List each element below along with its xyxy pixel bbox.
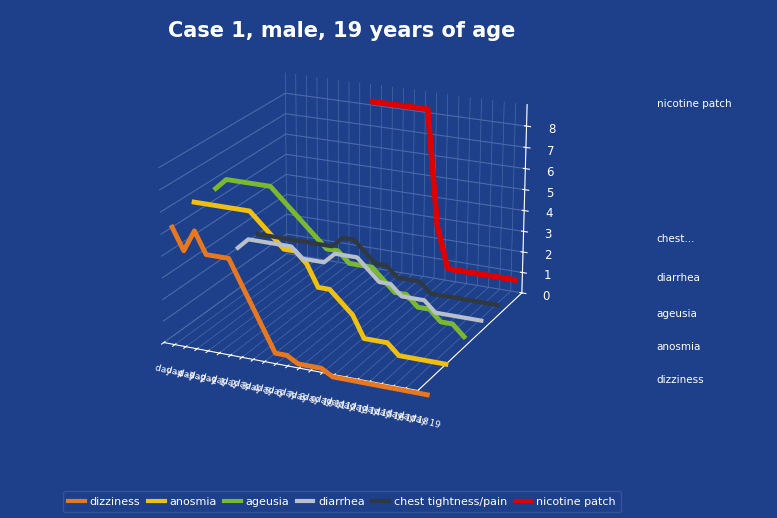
Text: diarrhea: diarrhea: [657, 273, 700, 283]
Text: nicotine patch: nicotine patch: [657, 98, 731, 109]
Text: chest...: chest...: [657, 234, 695, 244]
Text: Case 1, male, 19 years of age: Case 1, male, 19 years of age: [168, 21, 516, 41]
Text: dizziness: dizziness: [657, 375, 704, 385]
Text: ageusia: ageusia: [657, 309, 698, 319]
Text: anosmia: anosmia: [657, 342, 701, 352]
Legend: dizziness, anosmia, ageusia, diarrhea, chest tightness/pain, nicotine patch: dizziness, anosmia, ageusia, diarrhea, c…: [63, 492, 621, 512]
